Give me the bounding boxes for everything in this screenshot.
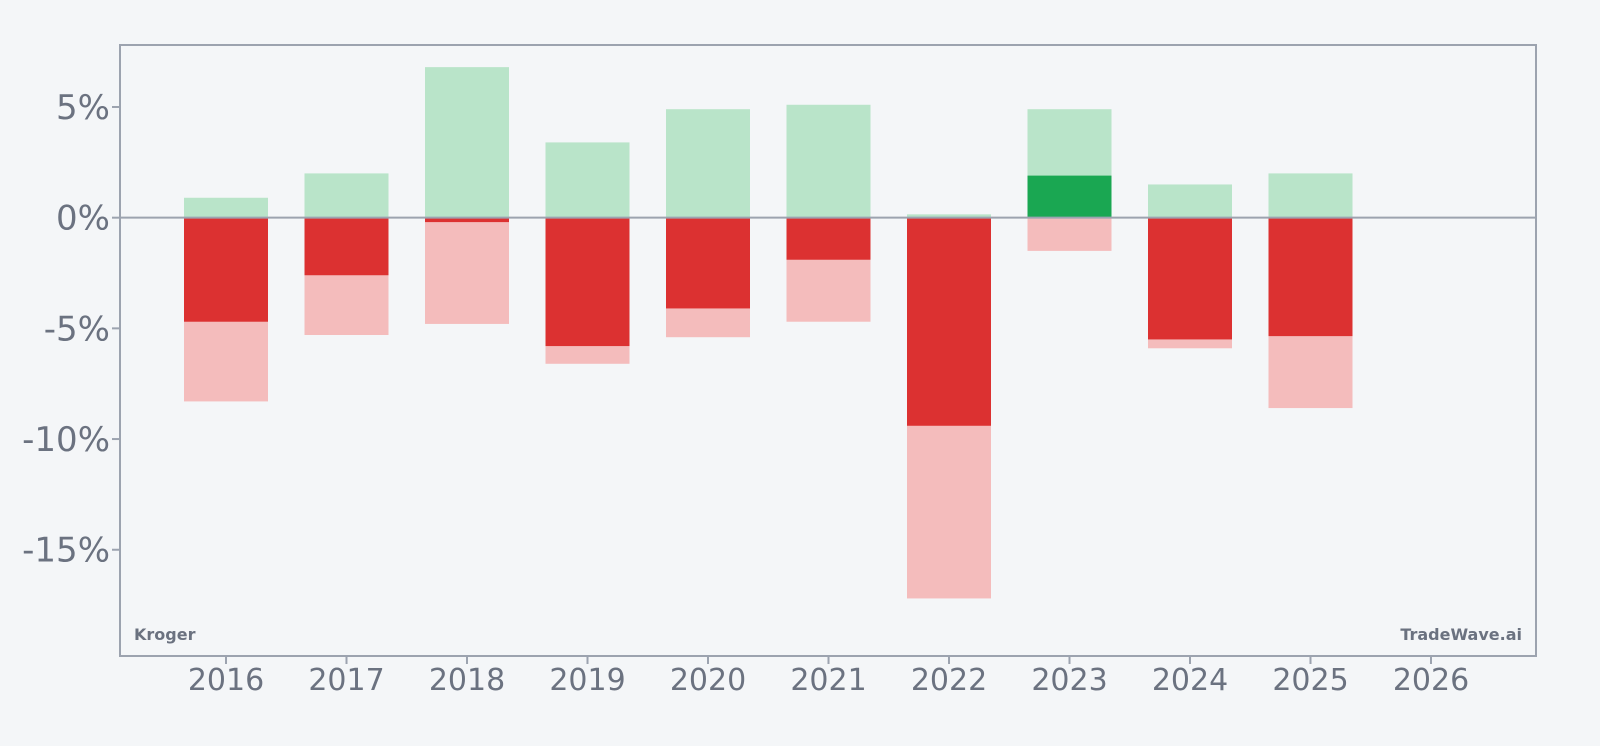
x-tick-label: 2021 [790, 663, 866, 698]
x-tick-label: 2022 [911, 663, 987, 698]
brand-watermark: Kroger [134, 625, 196, 644]
bar-close-2021 [786, 217, 871, 260]
x-tick-label: 2016 [188, 663, 264, 698]
y-tick-label: -5% [44, 309, 110, 349]
x-tick-label: 2026 [1393, 663, 1469, 698]
y-tick-label: 0% [56, 199, 110, 239]
y-tick-label: -10% [22, 420, 110, 460]
y-tick-label: -15% [22, 531, 110, 571]
bar-layer [184, 67, 1353, 599]
x-tick-label: 2018 [429, 663, 505, 698]
bar-up-range-2017 [304, 173, 389, 218]
x-tick-label: 2023 [1031, 663, 1107, 698]
y-axis: 5% 0% -5% -10% -15% [22, 88, 120, 571]
bar-close-2022 [907, 217, 991, 426]
bar-up-range-2025 [1268, 173, 1353, 218]
bar-close-2024 [1148, 217, 1232, 340]
x-tick-label: 2025 [1272, 663, 1348, 698]
bar-down-range-2023 [1027, 217, 1112, 251]
bar-up-range-2018 [425, 67, 509, 218]
bar-close-2018 [425, 217, 509, 223]
bar-close-2025 [1268, 217, 1353, 337]
y-tick-label: 5% [56, 88, 110, 128]
bar-up-range-2022 [907, 214, 991, 218]
bar-close-2017 [304, 217, 389, 276]
x-tick-label: 2019 [549, 663, 625, 698]
source-watermark: TradeWave.ai [1400, 625, 1522, 644]
bar-up-range-2019 [545, 142, 630, 218]
bar-close-2020 [666, 217, 750, 309]
bar-down-range-2018 [425, 217, 509, 324]
x-tick-label: 2020 [670, 663, 746, 698]
bar-close-2019 [545, 217, 630, 347]
bar-up-range-2016 [184, 197, 268, 218]
bar-close-2016 [184, 217, 268, 322]
bar-up-range-2021 [786, 104, 871, 218]
bar-up-range-2024 [1148, 184, 1232, 218]
x-tick-label: 2024 [1152, 663, 1228, 698]
bar-close-2023 [1027, 175, 1112, 218]
bar-up-range-2020 [666, 109, 750, 218]
x-axis: 2016 2017 2018 2019 2020 2021 2022 2023 2024 2025… [188, 656, 1469, 698]
x-tick-label: 2017 [308, 663, 384, 698]
